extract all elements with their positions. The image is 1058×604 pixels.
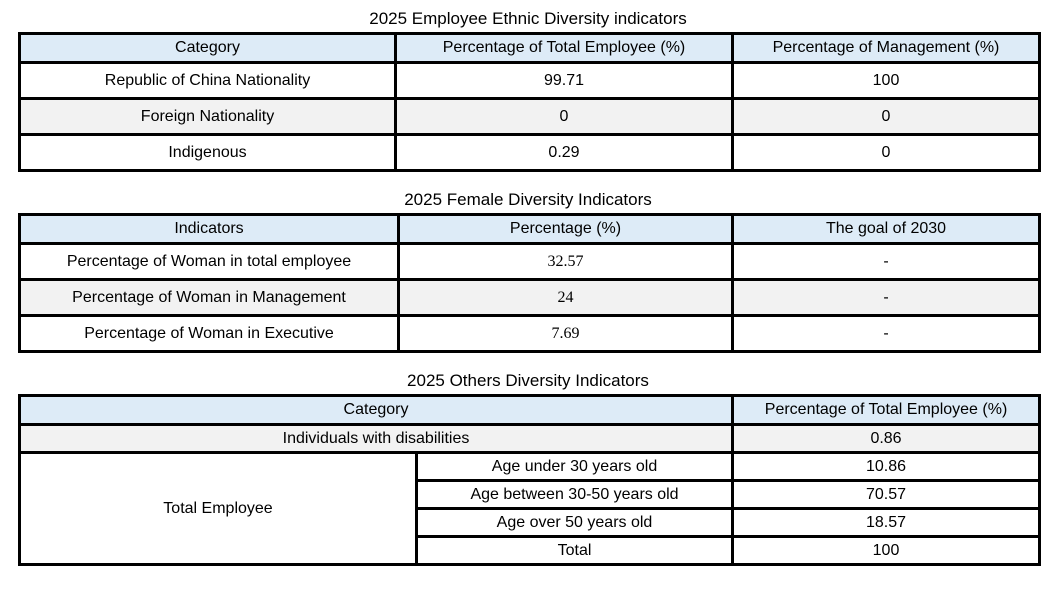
others-row-age-over-50: Age over 50 years old 18.57 xyxy=(20,507,1042,538)
others-header-category: Category xyxy=(17,394,735,426)
value-cell: 18.57 xyxy=(731,507,1042,538)
ethnic-header-management: Percentage of Management (%) xyxy=(731,32,1041,64)
others-row-age-under-30: Total Employee Age under 30 years old 10… xyxy=(18,451,1042,566)
value-cell: 10.86 xyxy=(731,451,1042,482)
female-header-percentage: Percentage (%) xyxy=(397,213,734,245)
category-cell: Indigenous xyxy=(18,133,397,172)
ethnic-row-foreign: Foreign Nationality 0 0 xyxy=(18,97,1041,136)
ethnic-header-category: Category xyxy=(18,32,397,64)
value-cell: 7.69 xyxy=(397,314,734,353)
indicator-cell: Percentage of Woman in total employee xyxy=(18,242,400,281)
indicator-cell: Percentage of Woman in Management xyxy=(18,278,400,317)
age-band-cell: Age between 30-50 years old xyxy=(414,479,735,510)
ethnic-diversity-table: Category Percentage of Total Employee (%… xyxy=(18,32,1041,172)
value-cell: 32.57 xyxy=(397,242,734,281)
ethnic-header-row: Category Percentage of Total Employee (%… xyxy=(18,32,1041,64)
female-header-indicators: Indicators xyxy=(18,213,400,245)
age-band-cell: Total xyxy=(414,535,735,566)
value-cell: 99.71 xyxy=(394,61,734,100)
female-table-title: 2025 Female Diversity Indicators xyxy=(404,190,652,209)
ethnic-table-title: 2025 Employee Ethnic Diversity indicator… xyxy=(369,9,687,28)
tables-content: 2025 Employee Ethnic Diversity indicator… xyxy=(17,9,1042,566)
value-cell: 70.57 xyxy=(731,479,1042,510)
value-cell: 0.29 xyxy=(394,133,734,172)
female-row-total-employee: Percentage of Woman in total employee 32… xyxy=(18,242,1041,281)
value-cell: 0 xyxy=(394,97,734,136)
group-label-cell: Total Employee xyxy=(18,451,418,566)
others-header-total-employee: Percentage of Total Employee (%) xyxy=(731,394,1042,426)
goal-cell: - xyxy=(731,242,1041,281)
ethnic-row-indigenous: Indigenous 0.29 0 xyxy=(18,133,1041,172)
category-cell: Republic of China Nationality xyxy=(18,61,397,100)
female-header-goal-2030: The goal of 2030 xyxy=(731,213,1041,245)
value-cell: 100 xyxy=(731,61,1041,100)
ethnic-header-total-employee: Percentage of Total Employee (%) xyxy=(394,32,734,64)
female-header-row: Indicators Percentage (%) The goal of 20… xyxy=(18,213,1041,245)
category-cell: Foreign Nationality xyxy=(18,97,397,136)
age-band-cell: Age under 30 years old xyxy=(414,451,735,482)
category-cell: Individuals with disabilities xyxy=(17,423,735,454)
female-row-management: Percentage of Woman in Management 24 - xyxy=(18,278,1041,317)
ethnic-row-roc: Republic of China Nationality 99.71 100 xyxy=(18,61,1041,100)
age-band-cell: Age over 50 years old xyxy=(414,507,735,538)
female-row-executive: Percentage of Woman in Executive 7.69 - xyxy=(18,314,1041,353)
others-header-row: Category Percentage of Total Employee (%… xyxy=(17,394,1042,426)
value-cell: 24 xyxy=(397,278,734,317)
value-cell: 100 xyxy=(731,535,1042,566)
value-cell: 0.86 xyxy=(731,423,1042,454)
female-diversity-table: Indicators Percentage (%) The goal of 20… xyxy=(18,213,1041,353)
others-row-age-total: Total 100 xyxy=(20,535,1042,566)
goal-cell: - xyxy=(731,314,1041,353)
value-cell: 0 xyxy=(731,133,1041,172)
value-cell: 0 xyxy=(731,97,1041,136)
goal-cell: - xyxy=(731,278,1041,317)
others-diversity-table: Category Percentage of Total Employee (%… xyxy=(17,394,1042,566)
others-row-age-30-50: Age between 30-50 years old 70.57 xyxy=(20,479,1042,510)
indicator-cell: Percentage of Woman in Executive xyxy=(18,314,400,353)
others-table-title: 2025 Others Diversity Indicators xyxy=(407,371,649,390)
others-row-disabilities: Individuals with disabilities 0.86 xyxy=(17,423,1042,454)
